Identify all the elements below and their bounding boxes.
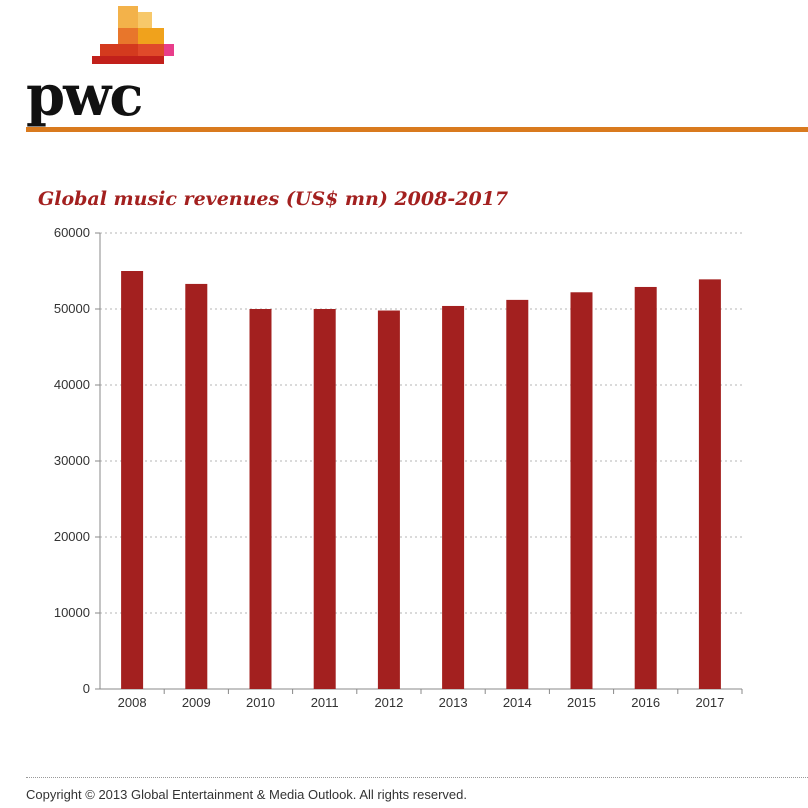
x-tick-label: 2011 (311, 695, 339, 710)
bar-2009 (185, 283, 208, 689)
logo-wordmark: pwc (26, 63, 143, 129)
x-tick-label: 2013 (439, 695, 468, 710)
x-tick-label: 2017 (695, 695, 724, 710)
y-tick-label: 10000 (54, 605, 90, 620)
bar-2008 (121, 271, 144, 689)
pwc-logo: pwc (26, 6, 176, 126)
bar-2017 (698, 279, 721, 689)
y-tick-label: 50000 (54, 301, 90, 316)
copyright-text: Copyright © 2013 Global Entertainment & … (26, 787, 467, 802)
bar-chart: 0 10000 20000 30000 40000 50000 60000 2008 2009 2… (54, 225, 743, 710)
y-tick-label: 40000 (54, 377, 90, 392)
x-tick-label: 2014 (503, 695, 532, 710)
x-tick-label: 2008 (118, 695, 147, 710)
logo-squares (92, 6, 176, 66)
x-tick-label: 2016 (631, 695, 660, 710)
y-tick-label: 30000 (54, 453, 90, 468)
bar-2010 (249, 309, 272, 689)
y-tick-label: 0 (83, 681, 90, 696)
x-tick-label: 2009 (182, 695, 211, 710)
y-tick-label: 60000 (54, 225, 90, 240)
bar-2014 (506, 299, 529, 689)
bar-2016 (634, 286, 657, 689)
y-tick-label: 20000 (54, 529, 90, 544)
bar-2015 (570, 292, 593, 689)
x-tick-label: 2012 (374, 695, 403, 710)
chart-title: Global music revenues (US$ mn) 2008-2017 (38, 188, 509, 210)
bar-2013 (442, 305, 465, 689)
x-tick-label: 2010 (246, 695, 275, 710)
bar-2011 (313, 309, 336, 689)
bar-2012 (377, 310, 400, 689)
x-tick-label: 2015 (567, 695, 596, 710)
header-rule (26, 127, 808, 132)
footer-rule (26, 777, 808, 778)
